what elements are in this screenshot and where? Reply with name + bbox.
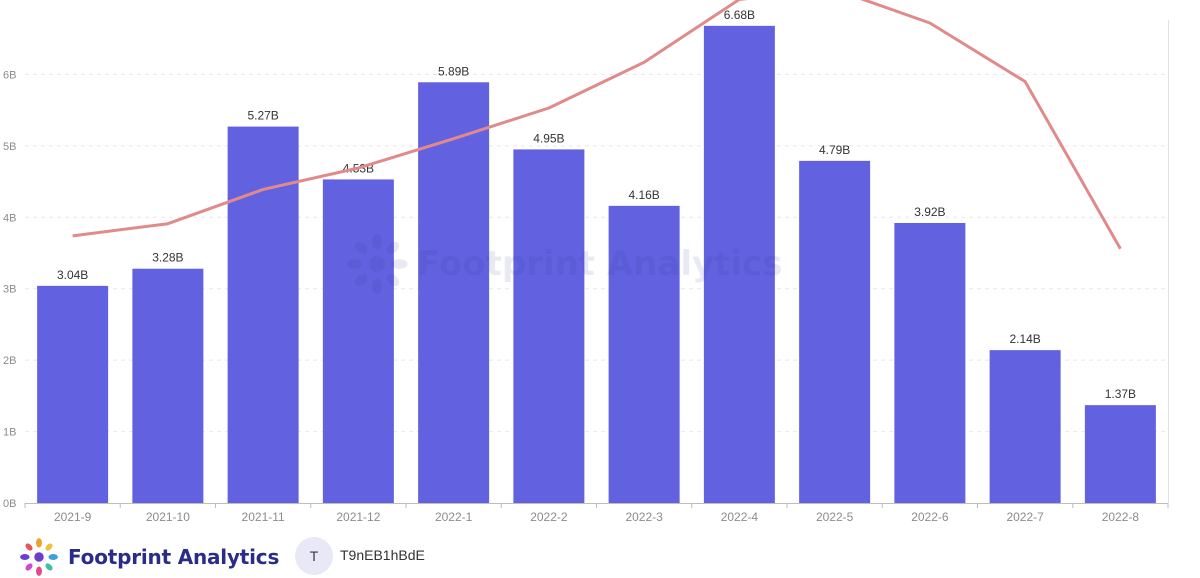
bar: [703, 25, 775, 503]
x-tick-label: 2022-7: [1006, 510, 1044, 524]
x-tick-label: 2022-6: [911, 510, 949, 524]
bar: [322, 179, 394, 503]
brand-name: Footprint Analytics: [68, 545, 280, 569]
x-tick-label: 2022-3: [625, 510, 663, 524]
bar-data-label: 3.04B: [57, 268, 88, 282]
bar-data-label: 4.16B: [628, 188, 659, 202]
bar: [418, 82, 490, 504]
x-tick-label: 2022-8: [1102, 510, 1140, 524]
footprint-logo-icon: [20, 538, 58, 576]
bar-data-label: 2.14B: [1009, 332, 1040, 346]
brand[interactable]: Footprint Analytics: [18, 536, 279, 578]
bar: [132, 268, 204, 503]
bar: [513, 149, 585, 503]
y-tick-label: 4B: [3, 212, 16, 224]
y-tick-label: 6B: [3, 69, 16, 81]
bar: [37, 285, 109, 503]
y-tick-label: 3B: [3, 284, 16, 296]
y-axis-ticks: 0B 1B 2B 3B 4B 5B 6B: [3, 69, 16, 510]
x-tick-label: 2022-1: [435, 510, 473, 524]
bar-data-label: 4.95B: [533, 131, 564, 145]
grid-lines: [25, 73, 1168, 433]
y-tick-label: 1B: [3, 427, 16, 439]
x-tick-label: 2022-5: [816, 510, 854, 524]
bar-data-label: 5.89B: [438, 64, 469, 78]
footer: Footprint Analytics T T9nEB1hBdE: [0, 528, 1200, 576]
line-path: [72, 0, 1122, 250]
x-tick-label: 2022-2: [530, 510, 568, 524]
y-tick-label: 5B: [3, 141, 16, 153]
bar: [799, 160, 871, 503]
x-axis: 2021-9 2021-10 2021-11 2021-12 2022-1 2022-2 2…: [24, 20, 1169, 524]
avatar[interactable]: T: [295, 537, 333, 575]
x-tick-label: 2022-4: [721, 510, 759, 524]
x-tick-label: 2021-10: [146, 510, 190, 524]
bar: [989, 350, 1061, 503]
bar-data-label: 3.92B: [914, 205, 945, 219]
line-series: [72, 0, 1122, 250]
bar: [894, 223, 966, 503]
x-tick-label: 2021-11: [242, 510, 285, 524]
bar: [608, 205, 680, 503]
bar-data-label: 4.79B: [819, 143, 850, 157]
user-id: T9nEB1hBdE: [340, 547, 425, 563]
bar-data-label: 6.68B: [724, 8, 755, 22]
y-tick-label: 2B: [3, 355, 16, 367]
bar: [1084, 405, 1156, 503]
x-tick-label: 2021-12: [336, 510, 380, 524]
bar-data-label: 1.37B: [1105, 387, 1136, 401]
x-tick-label: 2021-9: [54, 510, 92, 524]
bar-data-label: 3.28B: [152, 251, 183, 265]
y-tick-label: 0B: [3, 498, 16, 510]
bar-data-label: 5.27B: [247, 109, 278, 123]
